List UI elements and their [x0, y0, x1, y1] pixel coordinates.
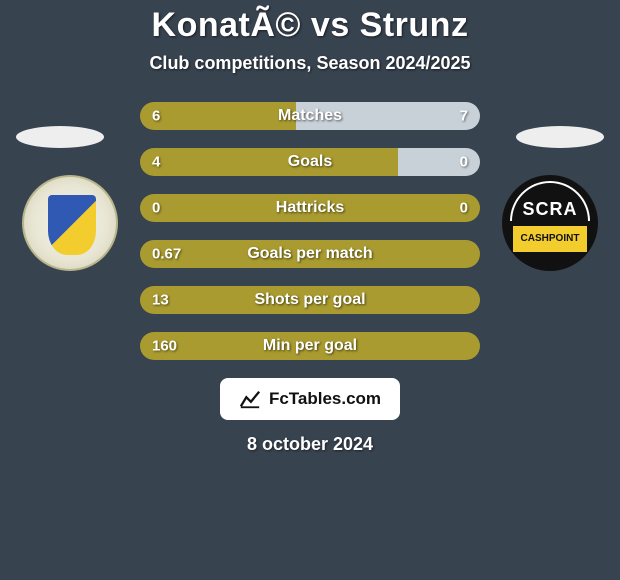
- page-title: KonatÃ© vs Strunz: [0, 6, 620, 45]
- bar-segment-left: [140, 148, 398, 176]
- source-badge-text: FcTables.com: [269, 389, 381, 409]
- stat-value-left: 13: [152, 292, 169, 309]
- stat-row: Min per goal 160: [140, 332, 480, 360]
- crest-band: CASHPOINT: [513, 226, 587, 252]
- source-badge: FcTables.com: [220, 378, 400, 420]
- stat-label: Goals: [288, 153, 332, 171]
- player-marker-right: [516, 126, 604, 148]
- date-text: 8 october 2024: [0, 434, 620, 455]
- stat-value-left: 4: [152, 154, 160, 171]
- stat-label: Matches: [278, 107, 342, 125]
- crest-arc: [510, 181, 590, 221]
- player-marker-left: [16, 126, 104, 148]
- stat-label: Shots per goal: [254, 291, 365, 309]
- bar-segment-left: [140, 102, 296, 130]
- club-crest-left: [22, 175, 118, 271]
- stat-row: Shots per goal 13: [140, 286, 480, 314]
- stat-value-left: 160: [152, 338, 177, 355]
- stat-value-right: 7: [460, 108, 468, 125]
- comparison-card: KonatÃ© vs Strunz Club competitions, Sea…: [0, 0, 620, 580]
- chart-icon: [239, 388, 261, 410]
- stat-row: Goals per match 0.67: [140, 240, 480, 268]
- stat-row: Hattricks 0 0: [140, 194, 480, 222]
- stat-label: Min per goal: [263, 337, 357, 355]
- stat-value-right: 0: [460, 200, 468, 217]
- stat-row: Goals 4 0: [140, 148, 480, 176]
- stat-label: Goals per match: [247, 245, 372, 263]
- stat-value-left: 6: [152, 108, 160, 125]
- stat-bars: Matches 6 7 Goals 4 0 Hattricks 0 0 Goals per mat…: [140, 102, 480, 360]
- stat-row: Matches 6 7: [140, 102, 480, 130]
- stat-label: Hattricks: [276, 199, 344, 217]
- stat-value-right: 0: [460, 154, 468, 171]
- subtitle: Club competitions, Season 2024/2025: [0, 53, 620, 74]
- club-crest-right: SCRA CASHPOINT: [502, 175, 598, 271]
- stat-value-left: 0.67: [152, 246, 181, 263]
- stat-value-left: 0: [152, 200, 160, 217]
